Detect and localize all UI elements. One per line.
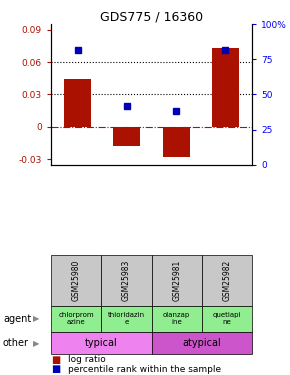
- Text: GSM25981: GSM25981: [172, 260, 181, 301]
- Text: chlorprom
azine: chlorprom azine: [58, 312, 94, 325]
- Text: typical: typical: [85, 338, 117, 348]
- Title: GDS775 / 16360: GDS775 / 16360: [100, 10, 203, 23]
- Bar: [64, 80, 91, 127]
- Bar: [163, 127, 190, 157]
- Text: ■: ■: [51, 364, 60, 374]
- Text: thioridazin
e: thioridazin e: [108, 312, 145, 325]
- Text: GSM25983: GSM25983: [122, 260, 131, 301]
- Bar: [113, 127, 140, 146]
- Text: GSM25980: GSM25980: [71, 260, 80, 301]
- Text: ■: ■: [51, 355, 60, 365]
- Text: log ratio: log ratio: [68, 356, 106, 364]
- Text: olanzap
ine: olanzap ine: [163, 312, 190, 325]
- Text: GSM25982: GSM25982: [223, 260, 232, 301]
- Text: other: other: [3, 338, 29, 348]
- Bar: [212, 48, 239, 127]
- Text: atypical: atypical: [182, 338, 221, 348]
- Text: agent: agent: [3, 314, 31, 324]
- Text: ▶: ▶: [33, 314, 39, 323]
- Text: quetiapi
ne: quetiapi ne: [213, 312, 241, 325]
- Text: percentile rank within the sample: percentile rank within the sample: [68, 365, 221, 374]
- Text: ▶: ▶: [33, 339, 39, 348]
